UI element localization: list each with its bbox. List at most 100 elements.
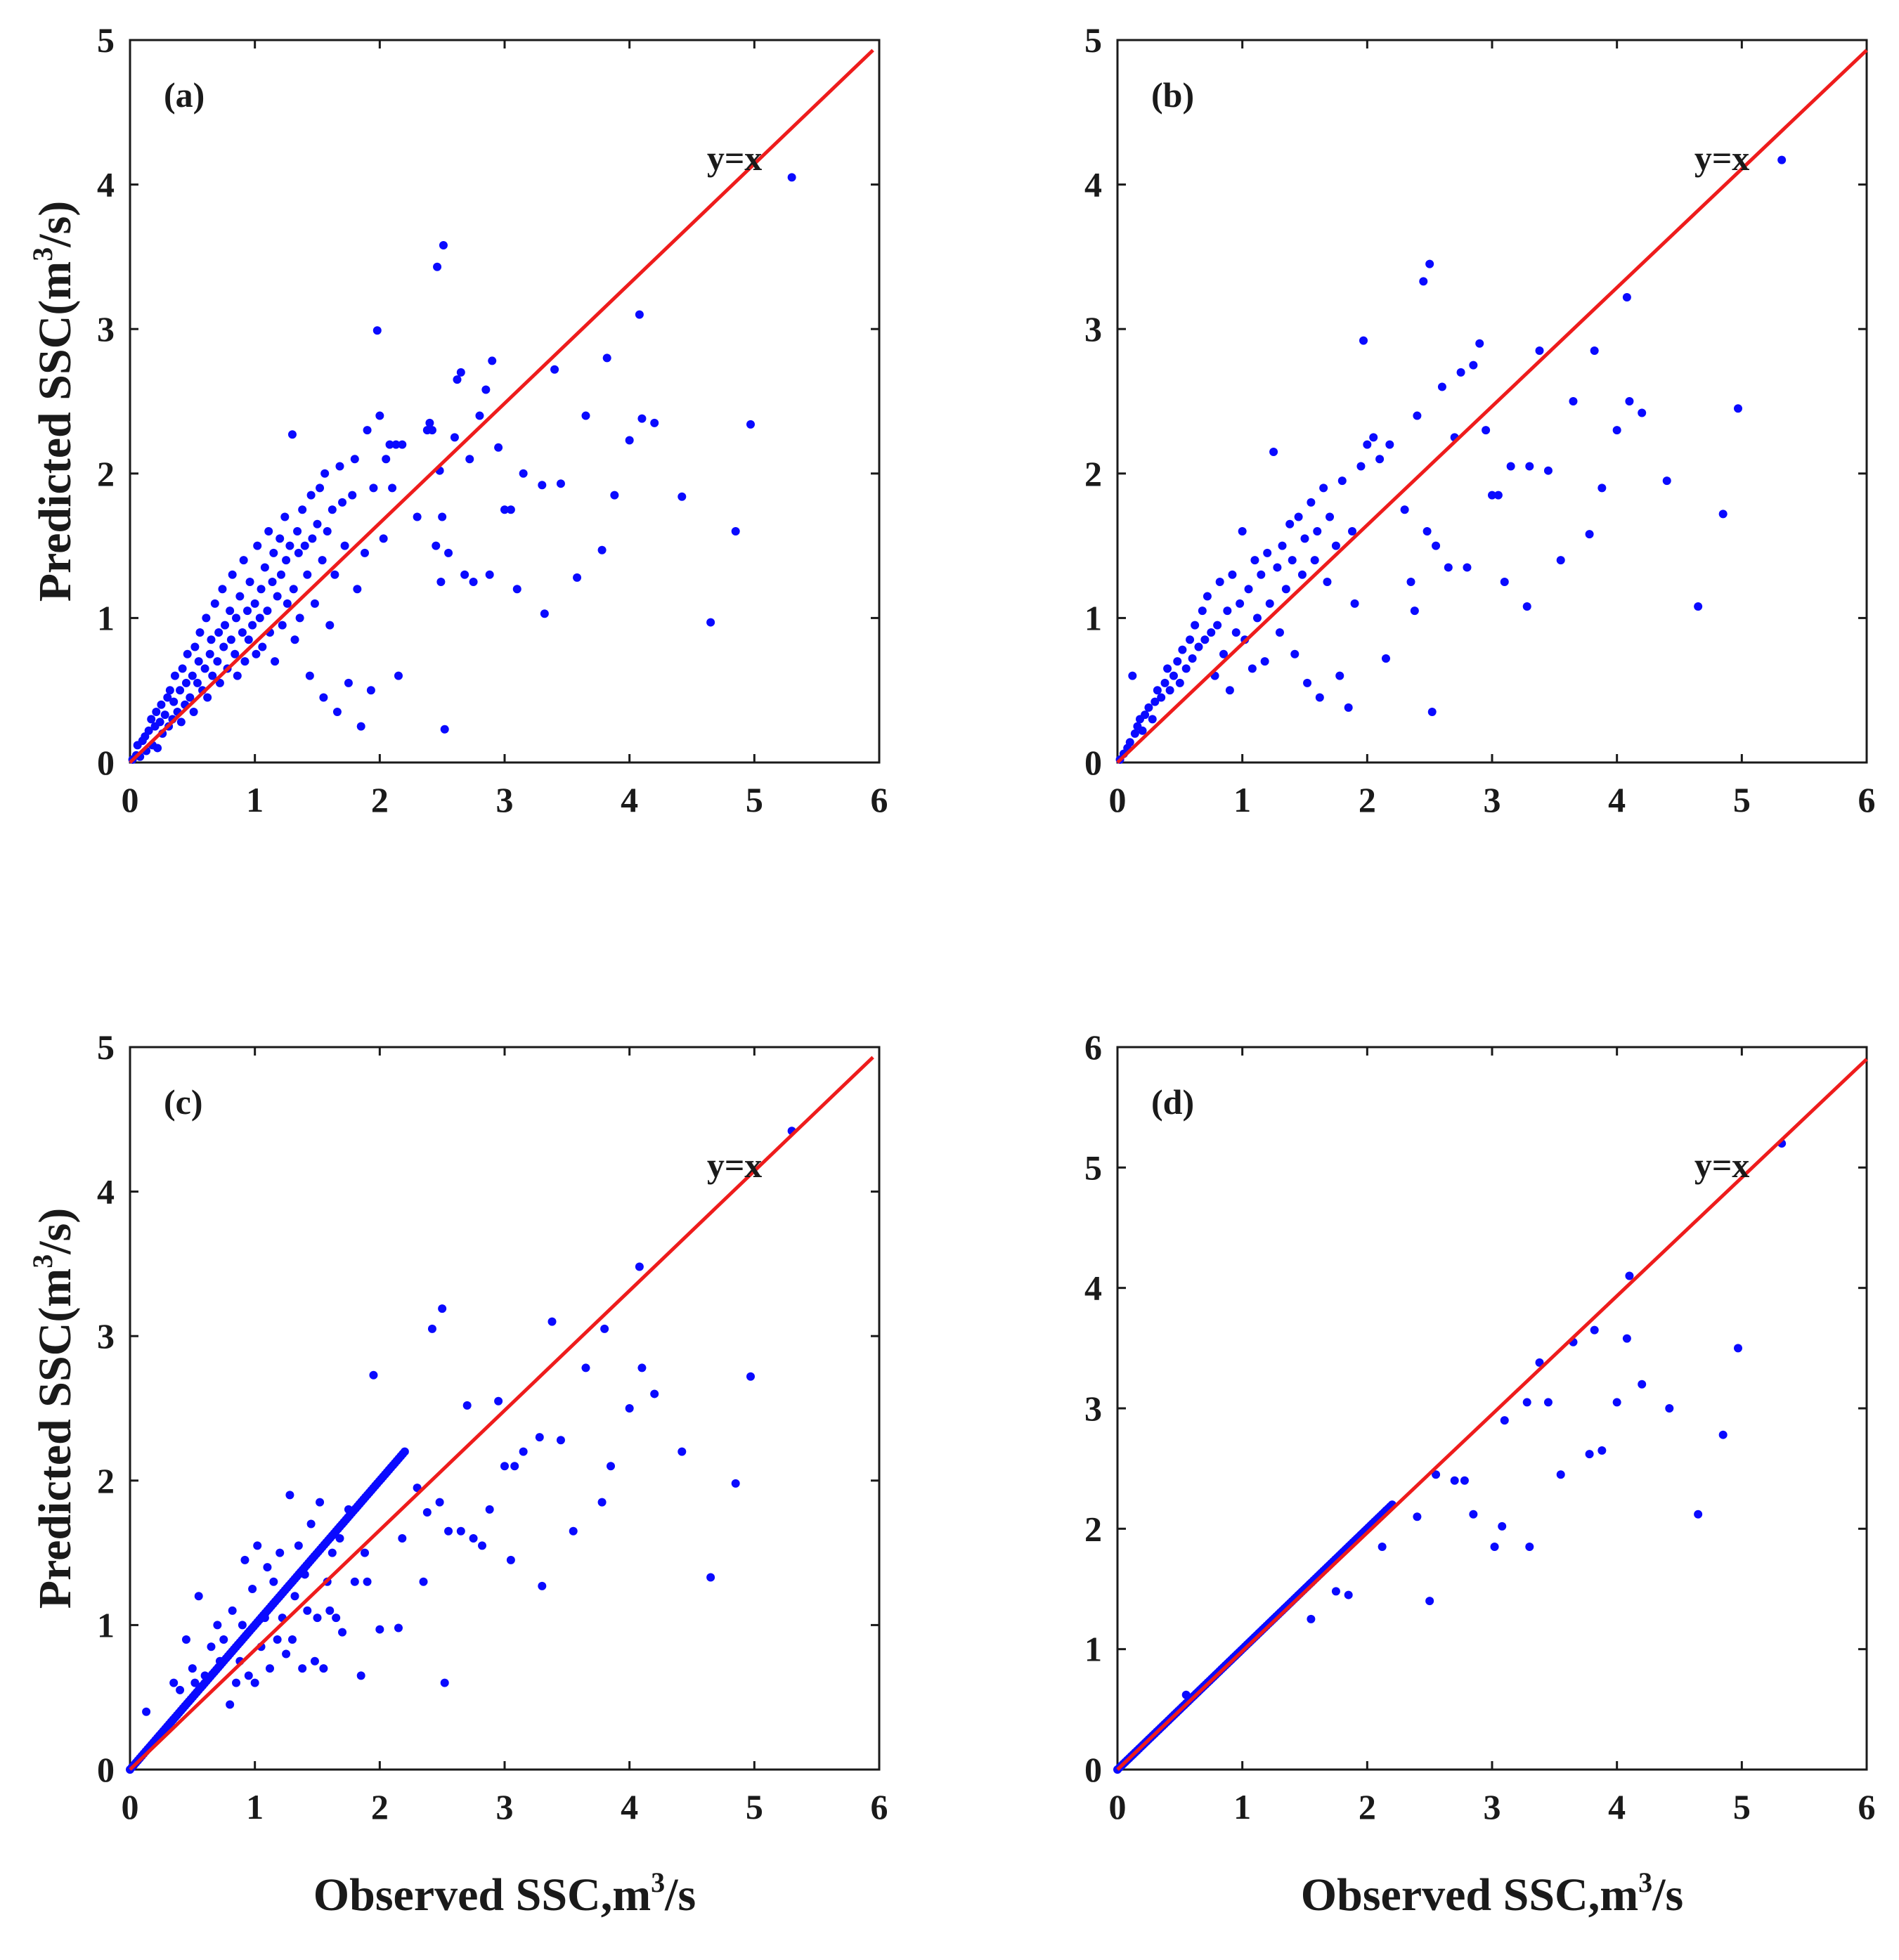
data-point: [348, 491, 357, 500]
data-point: [1281, 585, 1290, 594]
data-point: [1556, 1470, 1565, 1479]
data-point: [1315, 693, 1324, 702]
data-point: [439, 240, 448, 249]
data-point: [328, 1548, 337, 1557]
data-point: [535, 1433, 544, 1442]
data-point: [1344, 703, 1353, 712]
data-point: [1535, 1358, 1544, 1367]
panel-label: (d): [1151, 1082, 1194, 1122]
data-point: [178, 664, 187, 673]
data-point: [462, 1401, 472, 1410]
data-point: [210, 599, 219, 608]
x-tick-label: 0: [122, 1787, 139, 1826]
data-point: [1734, 404, 1743, 413]
data-point: [1215, 578, 1224, 586]
data-point: [228, 1606, 237, 1615]
data-point: [706, 618, 715, 627]
y-tick-label: 2: [1084, 1509, 1102, 1548]
data-point: [303, 570, 312, 579]
data-point: [363, 1577, 372, 1586]
data-point: [444, 548, 453, 557]
data-point: [1294, 512, 1303, 521]
data-point: [635, 1262, 644, 1271]
data-point: [1419, 277, 1428, 286]
data-point: [394, 1623, 403, 1633]
data-point: [569, 1526, 578, 1536]
y-tick-label: 2: [1084, 454, 1102, 493]
data-point: [433, 262, 442, 271]
data-point: [271, 657, 280, 666]
data-point: [650, 1389, 659, 1398]
y-axis-title: Predicted SSC(m3/s): [27, 1208, 81, 1609]
data-point: [153, 744, 162, 753]
data-point: [1207, 628, 1216, 637]
data-point: [294, 1541, 303, 1550]
data-point: [316, 1498, 325, 1507]
data-point: [330, 570, 339, 579]
x-tick-label: 0: [1109, 1787, 1127, 1826]
data-point: [265, 1664, 274, 1673]
data-point: [556, 479, 565, 488]
data-point: [1290, 649, 1300, 658]
data-point: [678, 492, 687, 501]
data-point: [1585, 1450, 1594, 1459]
x-tick-label: 5: [1733, 1787, 1751, 1826]
data-point: [170, 671, 179, 680]
data-point: [300, 541, 309, 550]
data-point: [320, 469, 330, 478]
data-point: [285, 1491, 294, 1500]
data-point: [440, 725, 449, 734]
panel-label: (a): [164, 75, 205, 115]
data-point: [1425, 259, 1434, 268]
data-point: [356, 1671, 365, 1680]
panel-a: 0 1 2 3 4 5 6 0 1 2 3 4 5 (a) y=x Predicted SSC(m3/s): [27, 20, 888, 819]
data-point: [1506, 462, 1515, 471]
data-point: [338, 1628, 347, 1637]
data-point: [144, 726, 153, 735]
data-point: [319, 693, 328, 702]
data-point: [1425, 1597, 1434, 1606]
data-point: [207, 1642, 216, 1651]
data-point: [469, 578, 478, 586]
data-point: [300, 1570, 309, 1579]
data-point: [319, 1664, 328, 1673]
data-point: [625, 1404, 634, 1413]
data-point: [500, 1462, 509, 1471]
data-point: [323, 527, 332, 536]
data-point: [250, 599, 259, 608]
data-point: [350, 1577, 359, 1586]
data-point: [1319, 483, 1328, 493]
data-point: [512, 585, 521, 594]
data-point: [155, 718, 164, 727]
data-point: [538, 481, 547, 490]
data-point: [142, 1707, 151, 1716]
data-point: [248, 621, 257, 630]
x-tick-label: 4: [621, 780, 638, 819]
data-point: [485, 570, 494, 579]
identity-line-label: y=x: [1694, 138, 1750, 178]
data-point: [332, 708, 342, 717]
data-point: [1665, 1404, 1674, 1413]
data-point: [313, 519, 322, 528]
dense-band-point: [400, 1447, 409, 1456]
data-point: [195, 628, 205, 637]
data-point: [310, 1656, 319, 1666]
y-tick-label: 4: [97, 1172, 115, 1212]
data-point: [1203, 592, 1212, 601]
data-point: [244, 635, 253, 644]
y-tick-label: 1: [1084, 598, 1102, 637]
data-point: [1498, 1521, 1507, 1531]
data-point: [469, 1534, 478, 1543]
data-point: [485, 1505, 494, 1514]
data-point: [1422, 527, 1432, 536]
data-point: [1500, 1416, 1509, 1425]
data-point: [1323, 578, 1332, 586]
data-point: [506, 505, 515, 514]
data-point: [453, 375, 462, 384]
data-point: [1181, 1690, 1191, 1699]
data-point: [1543, 466, 1553, 475]
x-axis-title: Observed SSC,m3/s: [1301, 1867, 1683, 1921]
x-tick-label: 3: [496, 780, 514, 819]
